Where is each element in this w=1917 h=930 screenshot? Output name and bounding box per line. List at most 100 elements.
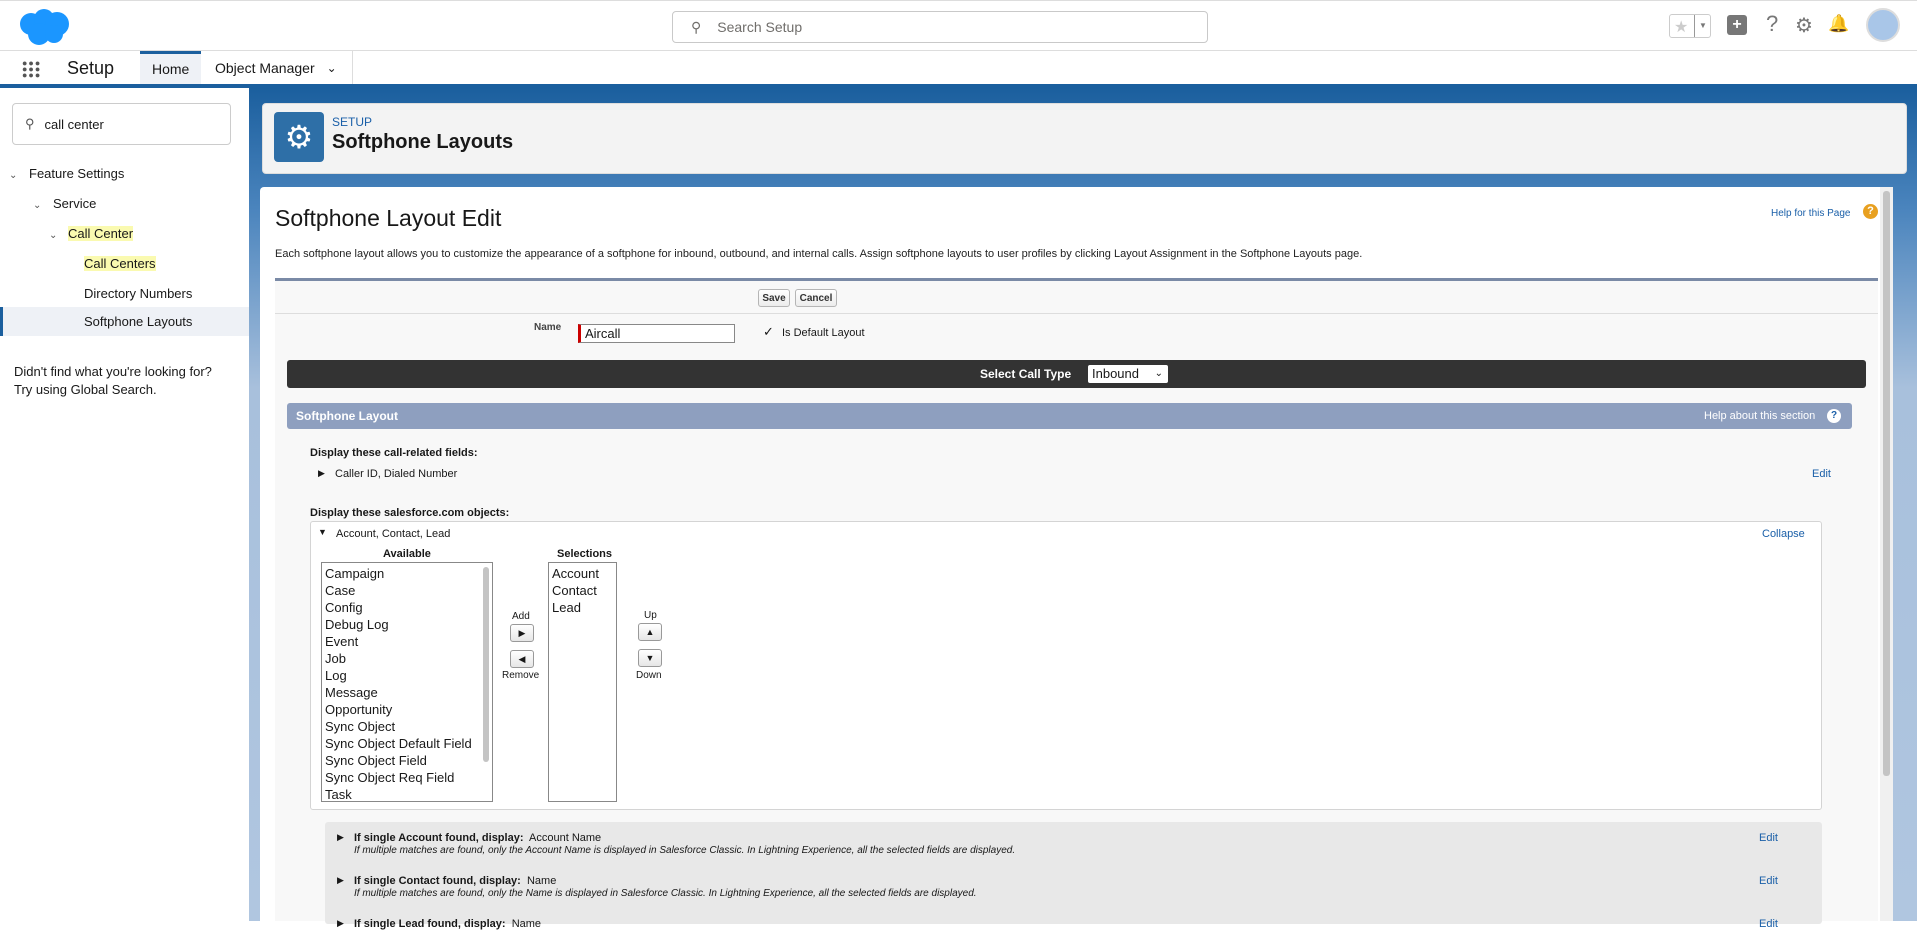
section-header: Softphone Layout Help about this section… (287, 403, 1852, 429)
available-listbox[interactable]: Campaign Case Config Debug Log Event Job Log Me… (321, 562, 493, 802)
available-option[interactable]: Sync Object Req Field (325, 770, 455, 785)
selected-option[interactable]: Contact (552, 583, 597, 598)
help-icon[interactable]: ? (1863, 204, 1878, 219)
match-rule: If single Lead found, display: Name (354, 918, 541, 930)
edit-title: Softphone Layout Edit (275, 205, 502, 231)
app-nav-bar: ●●● ●●● ●●● Setup Home Object Manager ⌄ (0, 51, 1917, 88)
save-button[interactable]: Save (758, 289, 790, 307)
chevron-down-icon: ⌄ (1154, 368, 1163, 379)
call-fields-label: Display these call-related fields: (310, 447, 478, 459)
objects-label: Display these salesforce.com objects: (310, 507, 510, 519)
available-option[interactable]: Sync Object Default Field (325, 736, 472, 751)
bell-icon[interactable]: 🔔 (1828, 14, 1850, 33)
search-setup-input[interactable]: ⚲ Search Setup (672, 11, 1208, 43)
help-icon[interactable]: ? (1827, 409, 1841, 423)
global-header: ⚲ Search Setup ★ ▼ + ? ⚙ 🔔 (0, 0, 1917, 51)
tree-item-call-center[interactable]: Call Center (68, 226, 134, 241)
gear-icon[interactable]: ⚙ (1795, 15, 1813, 37)
available-option[interactable]: Opportunity (325, 702, 393, 717)
chevron-down-icon: ▼ (1694, 15, 1711, 37)
tab-object-manager[interactable]: Object Manager ⌄ (203, 51, 353, 84)
chevron-down-icon[interactable]: ⌄ (49, 230, 58, 241)
section-help-link[interactable]: Help about this section (1704, 410, 1816, 422)
global-search-hint: Didn't find what you're looking for? (14, 364, 212, 379)
favorites-button[interactable]: ★ ▼ (1669, 14, 1711, 38)
edit-rule-link[interactable]: Edit (1759, 918, 1778, 930)
down-label: Down (636, 670, 662, 681)
salesforce-logo[interactable] (14, 7, 74, 47)
edit-call-fields-link[interactable]: Edit (1812, 468, 1831, 480)
available-option[interactable]: Config (325, 600, 363, 615)
remove-label: Remove (502, 670, 540, 681)
help-for-page-link[interactable]: Help for this Page (1771, 208, 1851, 219)
page-description: Each softphone layout allows you to cust… (275, 248, 1363, 260)
available-option[interactable]: Debug Log (325, 617, 389, 632)
selected-option[interactable]: Lead (552, 600, 581, 615)
available-option[interactable]: Message (325, 685, 378, 700)
expand-icon[interactable]: ▶ (318, 468, 325, 478)
global-search-hint-2: Try using Global Search. (14, 382, 157, 397)
available-option[interactable]: Case (325, 583, 356, 598)
plus-icon[interactable]: + (1727, 15, 1747, 35)
quick-find-input[interactable]: ⚲ call center (12, 103, 231, 145)
objects-panel: ▼ Account, Contact, Lead Collapse Availa… (310, 521, 1822, 810)
expand-icon[interactable]: ▶ (337, 875, 344, 885)
call-type-bar: Select Call Type Inbound ⌄ (287, 360, 1866, 388)
selections-label: Selections (557, 548, 613, 560)
name-label: Name (534, 322, 562, 333)
tab-home[interactable]: Home (140, 51, 201, 84)
expand-icon[interactable]: ▶ (337, 918, 344, 928)
rule-value: Name (511, 918, 542, 930)
main-content: Softphone Layout Edit Help for this Page… (260, 187, 1893, 930)
available-option[interactable]: Event (325, 634, 359, 649)
default-layout-checkbox[interactable]: ✓ (763, 324, 774, 339)
expand-icon[interactable]: ▶ (337, 832, 344, 842)
edit-rule-link[interactable]: Edit (1759, 832, 1778, 844)
objects-value: Account, Contact, Lead (336, 528, 451, 540)
remove-arrow-button[interactable]: ◀ (510, 650, 534, 668)
tree-item-service[interactable]: Service (53, 196, 97, 211)
available-option[interactable]: Log (325, 668, 347, 683)
selected-option[interactable]: Account (552, 566, 599, 581)
tree-item-feature-settings[interactable]: Feature Settings (29, 166, 125, 181)
call-type-select[interactable]: Inbound ⌄ (1088, 365, 1168, 383)
chevron-down-icon[interactable]: ⌄ (326, 60, 337, 75)
available-option[interactable]: Task (325, 787, 352, 802)
page-scrollbar[interactable] (1880, 187, 1893, 921)
available-option[interactable]: Campaign (325, 566, 385, 581)
available-option[interactable]: Job (325, 651, 346, 666)
tree-item-softphone-layouts[interactable]: Softphone Layouts (0, 307, 249, 336)
cancel-button[interactable]: Cancel (795, 289, 837, 307)
add-label: Add (512, 611, 530, 622)
star-icon: ★ (1674, 19, 1689, 36)
default-layout-label: Is Default Layout (782, 327, 865, 339)
help-icon[interactable]: ? (1766, 11, 1779, 36)
collapse-link[interactable]: Collapse (1762, 528, 1805, 540)
chevron-down-icon[interactable]: ⌄ (33, 200, 42, 211)
tree-item-directory-numbers[interactable]: Directory Numbers (84, 286, 193, 301)
rule-value: Name (526, 875, 557, 887)
rule-title: If single Lead found, display: (354, 918, 506, 930)
collapse-triangle-icon[interactable]: ▼ (318, 527, 327, 537)
edit-rule-link[interactable]: Edit (1759, 875, 1778, 887)
down-arrow-button[interactable]: ▼ (638, 649, 662, 667)
tree-item-call-centers[interactable]: Call Centers (84, 256, 156, 271)
available-option[interactable]: Sync Object Field (325, 753, 427, 768)
search-icon: ⚲ (691, 18, 702, 35)
avatar[interactable] (1866, 8, 1900, 42)
up-arrow-button[interactable]: ▲ (638, 623, 662, 641)
add-arrow-button[interactable]: ▶ (510, 624, 534, 642)
chevron-down-icon[interactable]: ⌄ (9, 170, 18, 181)
call-type-label: Select Call Type (980, 367, 1072, 381)
app-launcher-icon[interactable]: ●●● ●●● ●●● (22, 58, 42, 80)
app-name: Setup (67, 58, 115, 78)
scrollbar[interactable] (483, 567, 489, 762)
call-fields-value: Caller ID, Dialed Number (335, 468, 458, 480)
up-label: Up (644, 610, 657, 621)
setup-gear-icon: ⚙ (274, 112, 324, 162)
available-option[interactable]: Sync Object (325, 719, 396, 734)
selections-listbox[interactable]: Account Contact Lead (548, 562, 617, 802)
edit-form: Save Cancel Name Aircall ✓ Is Default La… (275, 278, 1878, 930)
breadcrumb[interactable]: SETUP (332, 115, 373, 129)
name-input[interactable]: Aircall (578, 324, 735, 343)
